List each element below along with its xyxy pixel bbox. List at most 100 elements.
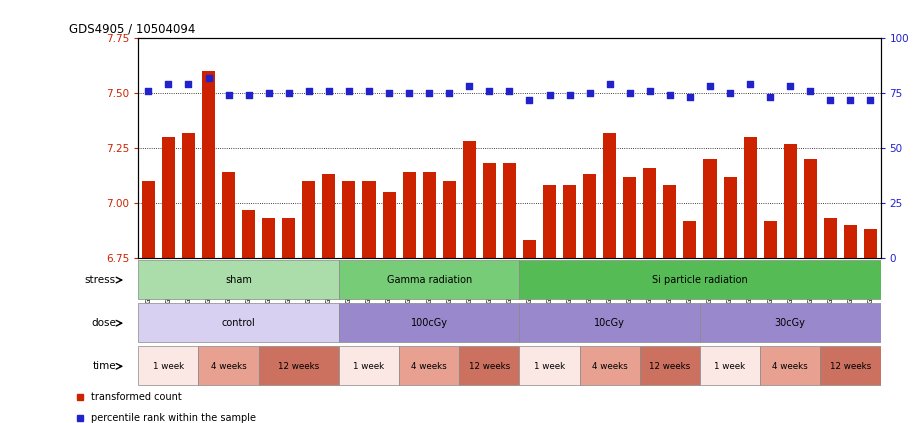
Text: sham: sham bbox=[225, 275, 252, 285]
Bar bbox=[182, 133, 195, 258]
Point bbox=[341, 88, 356, 94]
Text: stress: stress bbox=[85, 275, 116, 285]
Bar bbox=[403, 172, 416, 258]
Text: percentile rank within the sample: percentile rank within the sample bbox=[91, 413, 256, 423]
Point bbox=[602, 81, 617, 88]
Point bbox=[221, 92, 236, 99]
Bar bbox=[519, 303, 700, 342]
Text: time: time bbox=[92, 361, 116, 371]
Bar bbox=[138, 260, 339, 299]
Text: 1 week: 1 week bbox=[153, 362, 184, 371]
Point bbox=[843, 96, 857, 103]
Bar bbox=[463, 141, 476, 258]
Bar bbox=[580, 346, 640, 385]
Text: 100cGy: 100cGy bbox=[410, 318, 448, 328]
Bar bbox=[443, 181, 455, 258]
Bar bbox=[342, 181, 356, 258]
Bar bbox=[323, 174, 336, 258]
Bar bbox=[262, 218, 275, 258]
Bar bbox=[282, 218, 295, 258]
Text: dose: dose bbox=[91, 318, 116, 328]
Bar bbox=[640, 346, 700, 385]
Point bbox=[723, 90, 738, 96]
Bar bbox=[459, 346, 519, 385]
Bar bbox=[202, 71, 215, 258]
Point bbox=[482, 88, 497, 94]
Point bbox=[562, 92, 577, 99]
Bar bbox=[821, 346, 881, 385]
Point bbox=[361, 88, 376, 94]
Bar bbox=[603, 133, 616, 258]
Bar bbox=[864, 229, 877, 258]
Bar bbox=[339, 346, 399, 385]
Point bbox=[823, 96, 838, 103]
Bar bbox=[138, 303, 339, 342]
Point bbox=[643, 88, 657, 94]
Point bbox=[743, 81, 758, 88]
Text: Gamma radiation: Gamma radiation bbox=[386, 275, 472, 285]
Bar bbox=[663, 185, 677, 258]
Point bbox=[382, 90, 396, 96]
Bar bbox=[519, 346, 580, 385]
Text: 1 week: 1 week bbox=[353, 362, 384, 371]
Point bbox=[161, 81, 176, 88]
Point bbox=[462, 83, 477, 90]
Point bbox=[863, 96, 878, 103]
Bar bbox=[563, 185, 576, 258]
Bar bbox=[142, 181, 155, 258]
Text: 4 weeks: 4 weeks bbox=[411, 362, 447, 371]
Point bbox=[141, 88, 156, 94]
Text: GDS4905 / 10504094: GDS4905 / 10504094 bbox=[69, 23, 195, 36]
Bar bbox=[502, 163, 516, 258]
Bar bbox=[242, 210, 255, 258]
Bar bbox=[422, 172, 436, 258]
Bar bbox=[523, 240, 536, 258]
Point bbox=[301, 88, 316, 94]
Bar bbox=[222, 172, 235, 258]
Bar bbox=[683, 221, 696, 258]
Bar bbox=[339, 303, 519, 342]
Bar bbox=[399, 346, 459, 385]
Bar bbox=[744, 137, 757, 258]
Point bbox=[242, 92, 256, 99]
Point bbox=[803, 88, 818, 94]
Bar bbox=[844, 225, 857, 258]
Point bbox=[421, 90, 436, 96]
Point bbox=[442, 90, 456, 96]
Point bbox=[542, 92, 557, 99]
Text: 4 weeks: 4 weeks bbox=[211, 362, 246, 371]
Bar bbox=[519, 260, 881, 299]
Bar bbox=[644, 168, 656, 258]
Bar bbox=[259, 346, 339, 385]
Text: transformed count: transformed count bbox=[91, 392, 182, 402]
Text: control: control bbox=[221, 318, 255, 328]
Point bbox=[522, 96, 537, 103]
Point bbox=[502, 88, 516, 94]
Bar bbox=[339, 260, 519, 299]
Bar bbox=[700, 303, 881, 342]
Text: 12 weeks: 12 weeks bbox=[468, 362, 510, 371]
Bar bbox=[724, 177, 737, 258]
Point bbox=[201, 74, 216, 81]
Text: 1 week: 1 week bbox=[534, 362, 565, 371]
Text: 4 weeks: 4 weeks bbox=[773, 362, 808, 371]
Bar bbox=[804, 159, 817, 258]
Text: 10cGy: 10cGy bbox=[595, 318, 625, 328]
Bar bbox=[362, 181, 375, 258]
Bar bbox=[198, 346, 259, 385]
Point bbox=[281, 90, 296, 96]
Point bbox=[762, 94, 777, 101]
Bar bbox=[138, 346, 198, 385]
Bar bbox=[383, 192, 396, 258]
Text: Si particle radiation: Si particle radiation bbox=[652, 275, 748, 285]
Bar bbox=[302, 181, 315, 258]
Text: 12 weeks: 12 weeks bbox=[830, 362, 871, 371]
Bar bbox=[162, 137, 175, 258]
Text: 1 week: 1 week bbox=[715, 362, 746, 371]
Bar bbox=[784, 144, 797, 258]
Text: 12 weeks: 12 weeks bbox=[649, 362, 691, 371]
Text: 4 weeks: 4 weeks bbox=[592, 362, 628, 371]
Bar bbox=[583, 174, 597, 258]
Bar bbox=[763, 221, 776, 258]
Bar bbox=[700, 346, 760, 385]
